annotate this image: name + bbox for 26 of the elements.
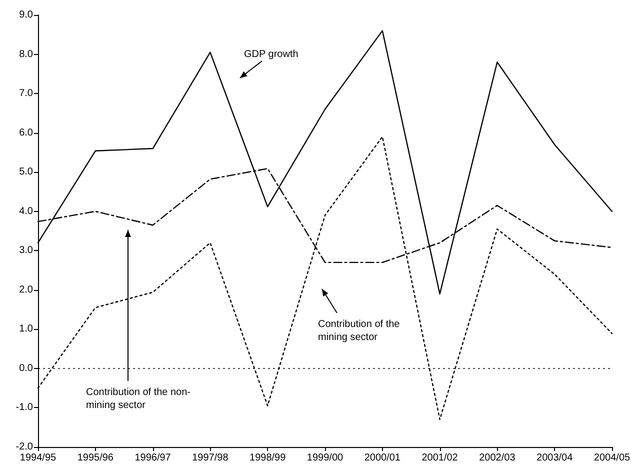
y-tick-label: 3.0 bbox=[19, 245, 34, 256]
annotation: Contribution of the non- mining sector bbox=[86, 387, 191, 411]
x-tick-label: 2004/05 bbox=[594, 452, 631, 464]
y-tick-label: -1.0 bbox=[16, 402, 34, 414]
y-tick-label: 7.0 bbox=[19, 88, 34, 100]
x-tick-label: 1997/98 bbox=[192, 452, 229, 464]
x-tick-label: 2001/02 bbox=[422, 452, 458, 464]
annotation: GDP growth bbox=[244, 49, 298, 60]
x-tick-label: 2002/03 bbox=[479, 452, 516, 464]
x-tick-label: 1996/97 bbox=[134, 452, 172, 464]
y-tick-label: 4.0 bbox=[19, 206, 34, 217]
y-tick-label: 6.0 bbox=[19, 127, 34, 138]
x-tick-label: 2000/01 bbox=[364, 452, 401, 464]
y-tick-label: -2.0 bbox=[16, 442, 34, 452]
x-tick-label: 1999/00 bbox=[306, 452, 344, 464]
annotation: Contribution of the mining sector bbox=[318, 319, 400, 343]
x-tick-label: 1995/96 bbox=[77, 452, 114, 464]
y-tick-label: 5.0 bbox=[19, 166, 34, 178]
x-tick-label: 1998/99 bbox=[250, 452, 286, 464]
y-tick-label: 1.0 bbox=[19, 324, 34, 335]
y-tick-label: 8.0 bbox=[19, 48, 34, 60]
y-tick-label: 9.0 bbox=[19, 10, 34, 20]
x-tick-label: 2003/04 bbox=[536, 452, 574, 464]
y-tick-label: 0.0 bbox=[19, 362, 34, 374]
y-tick-label: 2.0 bbox=[19, 284, 34, 296]
x-tick-label: 1994/95 bbox=[20, 452, 57, 464]
